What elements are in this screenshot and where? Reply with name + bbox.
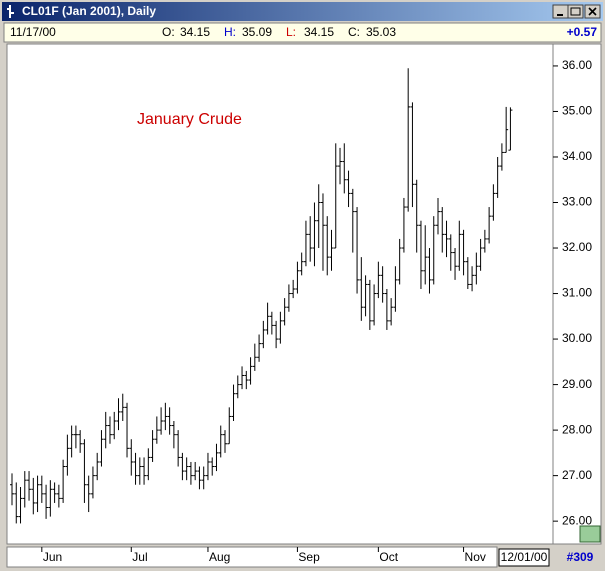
x-tick-label: Jul: [132, 550, 147, 564]
x-tick-label: Sep: [298, 550, 320, 564]
field-value: 35.09: [242, 25, 272, 39]
scroll-icon[interactable]: [579, 525, 601, 543]
y-tick-label: 32.00: [562, 240, 592, 254]
y-tick-label: 29.00: [562, 377, 592, 391]
title-bar: [2, 2, 603, 21]
maximize-button[interactable]: [567, 4, 584, 19]
header-change: +0.57: [567, 25, 598, 39]
bar-count: #309: [567, 550, 594, 564]
y-tick-label: 35.00: [562, 104, 592, 118]
y-tick-label: 34.00: [562, 149, 592, 163]
y-tick-label: 30.00: [562, 331, 592, 345]
plot-area: [6, 43, 554, 545]
y-tick-label: 33.00: [562, 195, 592, 209]
app-icon: [7, 5, 14, 18]
y-tick-label: 36.00: [562, 58, 592, 72]
field-label: L:: [286, 25, 296, 39]
footer-date: 12/01/00: [501, 550, 548, 564]
y-tick-label: 31.00: [562, 286, 592, 300]
minimize-button[interactable]: [552, 4, 569, 19]
y-tick-label: 26.00: [562, 513, 592, 527]
annotation: January Crude: [137, 111, 242, 128]
x-tick-label: Nov: [465, 550, 486, 564]
plot-layer: 26.00 27.00 28.00 29.00 30.00 31.00 32.00 33.00…: [10, 58, 592, 564]
window-title: CL01F (Jan 2001), Daily: [22, 4, 156, 18]
field-label: C:: [348, 25, 360, 39]
field-value: 35.03: [366, 25, 396, 39]
y-tick-label: 28.00: [562, 422, 592, 436]
header-row: [3, 22, 602, 43]
header-date: 11/17/00: [10, 25, 56, 39]
field-value: 34.15: [180, 25, 210, 39]
ohlc-fields: O: 34.15 H: 35.09 L: 34.15 C: 35.03: [162, 25, 396, 39]
x-tick-label: Aug: [209, 550, 230, 564]
x-tick-label: Oct: [379, 550, 398, 564]
field-value: 34.15: [304, 25, 334, 39]
y-tick-label: 27.00: [562, 468, 592, 482]
footer-date-box: [498, 548, 550, 567]
field-label: H:: [224, 25, 236, 39]
x-tick-label: Jun: [43, 550, 62, 564]
price-axis: [552, 43, 602, 545]
field-label: O:: [162, 25, 175, 39]
close-button[interactable]: [584, 4, 601, 19]
time-axis: [6, 546, 498, 568]
